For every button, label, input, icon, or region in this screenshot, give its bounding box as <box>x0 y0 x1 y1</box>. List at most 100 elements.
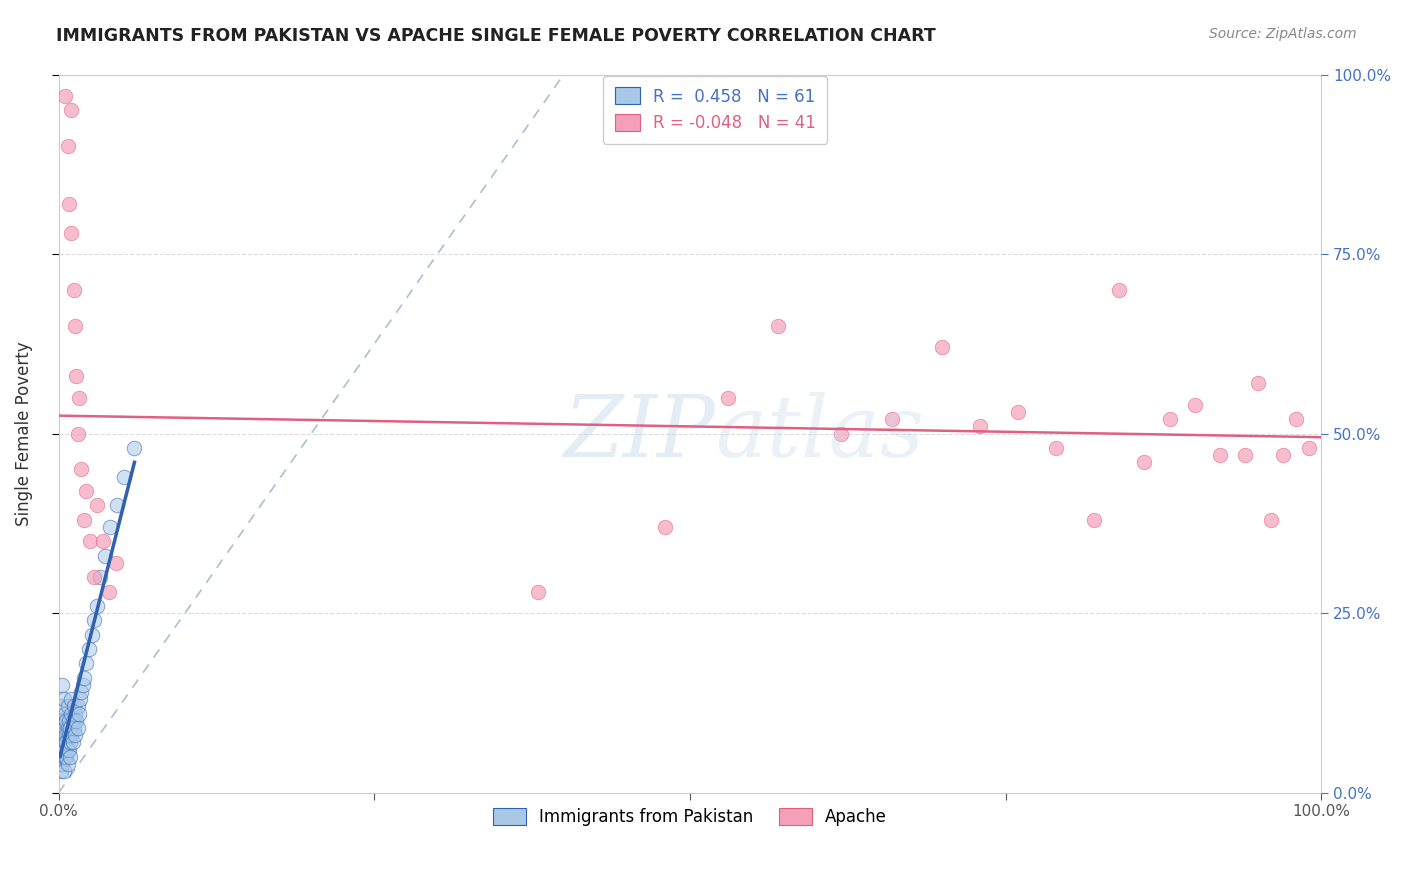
Point <box>51 678 73 692</box>
Legend: Immigrants from Pakistan, Apache: Immigrants from Pakistan, Apache <box>485 800 896 835</box>
Point <box>527 584 550 599</box>
Point <box>1083 513 1105 527</box>
Point <box>52 728 75 742</box>
Point <box>76 483 98 498</box>
Point <box>55 749 77 764</box>
Point <box>1285 412 1308 426</box>
Point <box>1184 398 1206 412</box>
Point <box>73 513 96 527</box>
Point <box>98 584 121 599</box>
Point <box>51 699 73 714</box>
Point <box>100 520 122 534</box>
Point <box>58 728 80 742</box>
Point <box>53 721 76 735</box>
Point <box>768 318 790 333</box>
Point <box>59 735 82 749</box>
Point <box>77 642 100 657</box>
Point <box>53 735 76 749</box>
Point <box>72 678 94 692</box>
Point <box>65 714 87 728</box>
Point <box>60 706 83 721</box>
Point <box>1272 448 1295 462</box>
Point <box>1133 455 1156 469</box>
Point <box>65 369 87 384</box>
Point <box>60 692 83 706</box>
Point <box>63 706 86 721</box>
Point <box>52 692 75 706</box>
Point <box>53 706 76 721</box>
Point <box>55 728 77 742</box>
Text: ZIP: ZIP <box>564 392 716 475</box>
Point <box>112 469 135 483</box>
Point <box>931 340 953 354</box>
Point <box>66 699 89 714</box>
Point <box>58 196 80 211</box>
Point <box>86 599 108 613</box>
Point <box>66 721 89 735</box>
Point <box>52 714 75 728</box>
Point <box>56 721 79 735</box>
Point <box>51 735 73 749</box>
Point <box>62 735 84 749</box>
Point <box>59 749 82 764</box>
Point <box>830 426 852 441</box>
Point <box>80 628 103 642</box>
Point <box>55 714 77 728</box>
Point <box>62 714 84 728</box>
Point <box>1260 513 1282 527</box>
Point <box>52 764 75 778</box>
Point <box>1007 405 1029 419</box>
Point <box>51 742 73 756</box>
Point <box>59 721 82 735</box>
Point <box>76 657 98 671</box>
Point <box>1209 448 1232 462</box>
Y-axis label: Single Female Poverty: Single Female Poverty <box>15 342 32 526</box>
Point <box>53 89 76 103</box>
Point <box>63 728 86 742</box>
Point <box>79 534 101 549</box>
Point <box>63 721 86 735</box>
Point <box>89 570 111 584</box>
Point <box>124 441 146 455</box>
Point <box>70 685 93 699</box>
Point <box>1045 441 1067 455</box>
Point <box>60 103 83 118</box>
Point <box>717 391 740 405</box>
Point <box>94 549 117 563</box>
Point <box>49 749 72 764</box>
Point <box>1108 283 1130 297</box>
Point <box>63 699 86 714</box>
Point <box>55 735 77 749</box>
Point <box>58 742 80 756</box>
Point <box>63 283 86 297</box>
Point <box>53 749 76 764</box>
Point <box>52 749 75 764</box>
Point <box>60 728 83 742</box>
Point <box>73 671 96 685</box>
Point <box>56 699 79 714</box>
Point <box>51 764 73 778</box>
Point <box>66 426 89 441</box>
Point <box>56 139 79 153</box>
Point <box>49 728 72 742</box>
Point <box>53 742 76 756</box>
Point <box>969 419 991 434</box>
Point <box>60 226 83 240</box>
Point <box>69 692 91 706</box>
Point <box>83 570 105 584</box>
Point <box>1247 376 1270 391</box>
Text: Source: ZipAtlas.com: Source: ZipAtlas.com <box>1209 27 1357 41</box>
Point <box>56 756 79 771</box>
Point <box>70 462 93 476</box>
Point <box>1159 412 1181 426</box>
Point <box>56 742 79 756</box>
Point <box>1298 441 1320 455</box>
Point <box>63 318 86 333</box>
Point <box>105 499 128 513</box>
Point <box>86 499 108 513</box>
Text: IMMIGRANTS FROM PAKISTAN VS APACHE SINGLE FEMALE POVERTY CORRELATION CHART: IMMIGRANTS FROM PAKISTAN VS APACHE SINGL… <box>56 27 936 45</box>
Point <box>654 520 676 534</box>
Point <box>51 714 73 728</box>
Point <box>91 534 114 549</box>
Point <box>67 391 90 405</box>
